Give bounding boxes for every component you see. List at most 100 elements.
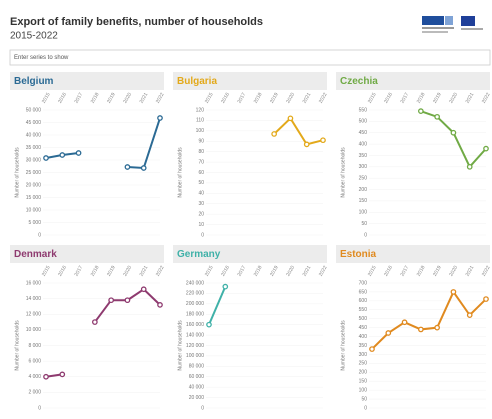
panel-header bbox=[336, 72, 490, 90]
y-tick-label: 550 bbox=[359, 107, 368, 113]
x-tick-label: 2019 bbox=[432, 265, 443, 278]
x-tick-label: 2020 bbox=[122, 265, 133, 278]
x-tick-label: 2022 bbox=[481, 265, 492, 278]
x-tick-label: 2016 bbox=[57, 92, 68, 105]
line bbox=[371, 289, 487, 350]
line bbox=[273, 116, 324, 146]
y-tick-label: 70 bbox=[198, 159, 204, 165]
point bbox=[483, 145, 489, 152]
y-tick-label: 450 bbox=[359, 325, 368, 331]
point bbox=[124, 164, 131, 170]
x-tick-label: 2017 bbox=[399, 92, 410, 105]
y-tick-label: 12 000 bbox=[26, 312, 42, 318]
point bbox=[418, 108, 424, 114]
y-tick-label: 400 bbox=[359, 334, 368, 340]
y-tick-label: 45 000 bbox=[26, 120, 42, 126]
search-box[interactable] bbox=[9, 49, 491, 66]
y-axis-label: Number of households bbox=[14, 147, 20, 198]
y-tick-label: 500 bbox=[359, 119, 368, 125]
y-tick-label: 240 000 bbox=[186, 280, 204, 286]
y-tick-label: 350 bbox=[359, 153, 368, 159]
y-tick-label: 50 bbox=[198, 180, 204, 186]
y-tick-label: 450 bbox=[359, 130, 368, 136]
y-tick-label: 8 000 bbox=[28, 343, 41, 349]
x-tick-label: 2022 bbox=[318, 92, 329, 105]
x-tick-label: 2020 bbox=[448, 265, 459, 278]
y-tick-label: 250 bbox=[359, 176, 368, 182]
y-tick-label: 150 bbox=[359, 198, 368, 204]
point bbox=[59, 371, 66, 378]
point bbox=[320, 137, 326, 144]
point bbox=[450, 129, 457, 136]
panel-title: Belgium bbox=[14, 76, 54, 87]
y-axis-label: Number of households bbox=[14, 320, 20, 371]
point bbox=[450, 289, 457, 295]
y-tick-label: 90 bbox=[198, 139, 204, 145]
y-tick-label: 80 bbox=[198, 149, 204, 155]
y-tick-label: 300 bbox=[359, 164, 368, 170]
line bbox=[94, 287, 161, 323]
y-tick-label: 40 bbox=[198, 191, 204, 197]
y-tick-label: 180 000 bbox=[186, 312, 204, 318]
panel-title: Estonia bbox=[340, 249, 377, 260]
x-tick-label: 2020 bbox=[122, 92, 133, 105]
y-tick-label: 50 bbox=[361, 221, 367, 227]
y-tick-label: 600 bbox=[359, 298, 368, 304]
y-tick-label: 0 bbox=[201, 232, 204, 238]
y-tick-label: 0 bbox=[201, 405, 204, 411]
x-tick-label: 2016 bbox=[57, 265, 68, 278]
y-axis-label: Number of households bbox=[177, 147, 183, 198]
y-tick-label: 500 bbox=[359, 316, 368, 322]
x-tick-label: 2021 bbox=[139, 265, 150, 278]
y-tick-label: 10 bbox=[198, 222, 204, 228]
x-tick-label: 2016 bbox=[383, 92, 394, 105]
x-tick-label: 2022 bbox=[318, 265, 329, 278]
y-tick-label: 0 bbox=[364, 232, 367, 238]
point bbox=[157, 115, 163, 121]
x-tick-label: 2015 bbox=[367, 265, 378, 278]
y-tick-label: 200 bbox=[359, 187, 368, 193]
x-tick-label: 2018 bbox=[90, 265, 101, 278]
x-tick-label: 2022 bbox=[155, 265, 166, 278]
panel-header bbox=[173, 245, 327, 263]
point bbox=[466, 312, 473, 318]
x-tick-label: 2015 bbox=[204, 92, 215, 105]
x-tick-label: 2020 bbox=[285, 265, 296, 278]
x-tick-label: 2019 bbox=[269, 92, 280, 105]
x-tick-label: 2021 bbox=[465, 92, 476, 105]
y-tick-label: 100 bbox=[359, 387, 368, 393]
y-tick-label: 220 000 bbox=[186, 291, 204, 297]
y-tick-label: 0 bbox=[38, 232, 41, 238]
search-placeholder[interactable]: Enter series to show bbox=[14, 55, 69, 61]
x-tick-label: 2015 bbox=[204, 265, 215, 278]
line bbox=[420, 110, 487, 169]
point bbox=[75, 150, 82, 156]
x-tick-label: 2018 bbox=[90, 92, 101, 105]
point bbox=[157, 302, 163, 308]
y-tick-label: 40 000 bbox=[26, 132, 42, 138]
y-tick-label: 80 000 bbox=[189, 364, 205, 370]
x-tick-label: 2021 bbox=[302, 92, 313, 105]
point bbox=[43, 373, 49, 380]
panel-title: Denmark bbox=[14, 249, 57, 260]
point bbox=[108, 297, 114, 304]
point bbox=[222, 283, 229, 290]
y-tick-label: 20 000 bbox=[26, 182, 42, 188]
panel-title: Germany bbox=[177, 249, 221, 260]
y-tick-label: 35 000 bbox=[26, 145, 42, 151]
y-tick-label: 550 bbox=[359, 307, 368, 313]
y-tick-label: 300 bbox=[359, 352, 368, 358]
y-axis-label: Number of households bbox=[340, 147, 346, 198]
panel-header bbox=[173, 72, 327, 90]
point bbox=[303, 141, 310, 148]
y-tick-label: 16 000 bbox=[26, 280, 42, 286]
y-tick-label: 30 000 bbox=[26, 157, 42, 163]
y-tick-label: 5 000 bbox=[28, 220, 41, 226]
x-tick-label: 2021 bbox=[465, 265, 476, 278]
y-tick-label: 6 000 bbox=[28, 358, 41, 364]
x-tick-label: 2017 bbox=[236, 265, 247, 278]
y-tick-label: 100 bbox=[359, 210, 368, 216]
y-tick-label: 20 000 bbox=[189, 395, 205, 401]
y-tick-label: 0 bbox=[364, 405, 367, 411]
